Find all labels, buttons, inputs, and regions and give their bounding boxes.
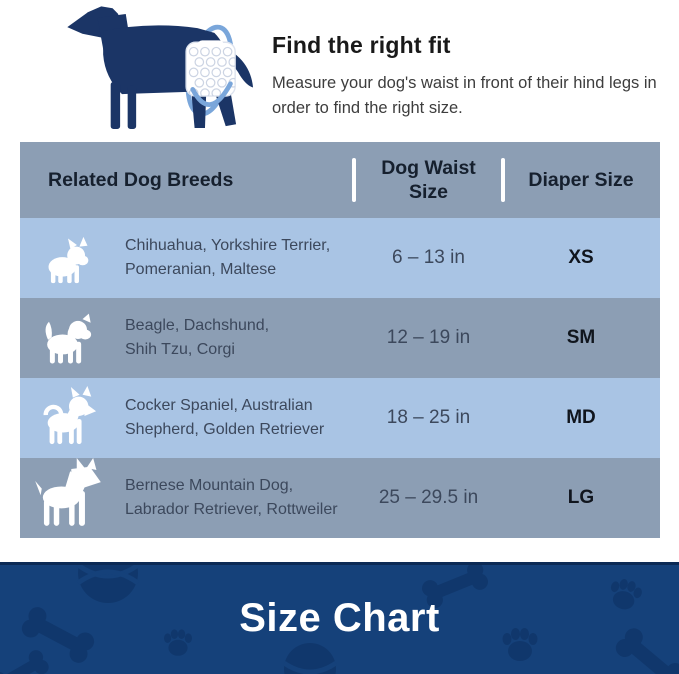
header-divider xyxy=(352,158,356,202)
waist-size-value: 25 – 29.5 in xyxy=(378,487,479,508)
breeds-line: Shih Tzu, Corgi xyxy=(125,341,235,358)
column-header-size: Diaper Size xyxy=(528,168,634,191)
intro-subtitle: Measure your dog's waist in front of the… xyxy=(272,74,657,117)
breeds-line: Chihuahua, Yorkshire Terrier, xyxy=(125,237,331,254)
diaper-size-value: LG xyxy=(567,487,595,508)
table-row-lg: Bernese Mountain Dog, Labrador Retriever… xyxy=(20,458,660,538)
icon-cell xyxy=(20,218,115,298)
waist-size-value: 6 – 13 in xyxy=(392,247,465,268)
beagle-icon xyxy=(45,313,91,364)
icon-cell xyxy=(20,298,115,378)
waist-size-value: 12 – 19 in xyxy=(386,327,471,348)
column-header-waist: Dog Waist Size xyxy=(381,156,476,203)
icon-cell xyxy=(20,458,115,538)
large-dog-icon xyxy=(34,458,101,526)
breeds-line: Bernese Mountain Dog, xyxy=(125,477,294,494)
paw-bone-pattern xyxy=(0,565,679,674)
breeds-line: Beagle, Dachshund, xyxy=(125,317,270,334)
waist-size-value: 18 – 25 in xyxy=(386,407,471,428)
medium-dog-icon xyxy=(43,386,96,445)
table-row-md: Cocker Spaniel, Australian Shepherd, Gol… xyxy=(20,378,660,458)
table-row-sm: Beagle, Dachshund, Shih Tzu, Corgi 12 – … xyxy=(20,298,660,378)
table-header-row: Related Dog Breeds Dog Waist Size Diaper… xyxy=(20,142,660,218)
breeds-line: Cocker Spaniel, Australian xyxy=(125,397,313,414)
breeds-line: Pomeranian, Maltese xyxy=(125,261,277,278)
column-header-breeds: Related Dog Breeds xyxy=(48,168,234,191)
dog-diaper-measuring-illustration xyxy=(67,6,254,129)
intro-title: Find the right fit xyxy=(272,32,451,58)
table-row-xs: Chihuahua, Yorkshire Terrier, Pomeranian… xyxy=(20,218,660,298)
diaper-size-value: MD xyxy=(566,407,596,428)
size-chart-banner: Size Chart xyxy=(0,562,679,674)
diaper-size-value: XS xyxy=(568,247,594,268)
size-table: Related Dog Breeds Dog Waist Size Diaper… xyxy=(20,142,660,538)
icon-cell xyxy=(20,378,115,458)
diaper-band xyxy=(185,40,236,97)
french-bulldog-icon xyxy=(48,236,88,284)
breeds-cell: Beagle, Dachshund, Shih Tzu, Corgi xyxy=(115,314,355,362)
measuring-ring-front xyxy=(190,81,233,107)
breeds-line: Labrador Retriever, Rottweiler xyxy=(125,501,338,518)
diaper-size-value: SM xyxy=(566,327,596,348)
banner-title: Size Chart xyxy=(239,596,440,640)
header-divider xyxy=(501,158,505,202)
intro-text-block: Find the right fit Measure your dog's wa… xyxy=(272,32,667,121)
breeds-cell: Chihuahua, Yorkshire Terrier, Pomeranian… xyxy=(115,234,355,282)
breeds-line: Shepherd, Golden Retriever xyxy=(125,421,325,438)
breeds-cell: Bernese Mountain Dog, Labrador Retriever… xyxy=(115,474,355,522)
breeds-cell: Cocker Spaniel, Australian Shepherd, Gol… xyxy=(115,394,355,442)
